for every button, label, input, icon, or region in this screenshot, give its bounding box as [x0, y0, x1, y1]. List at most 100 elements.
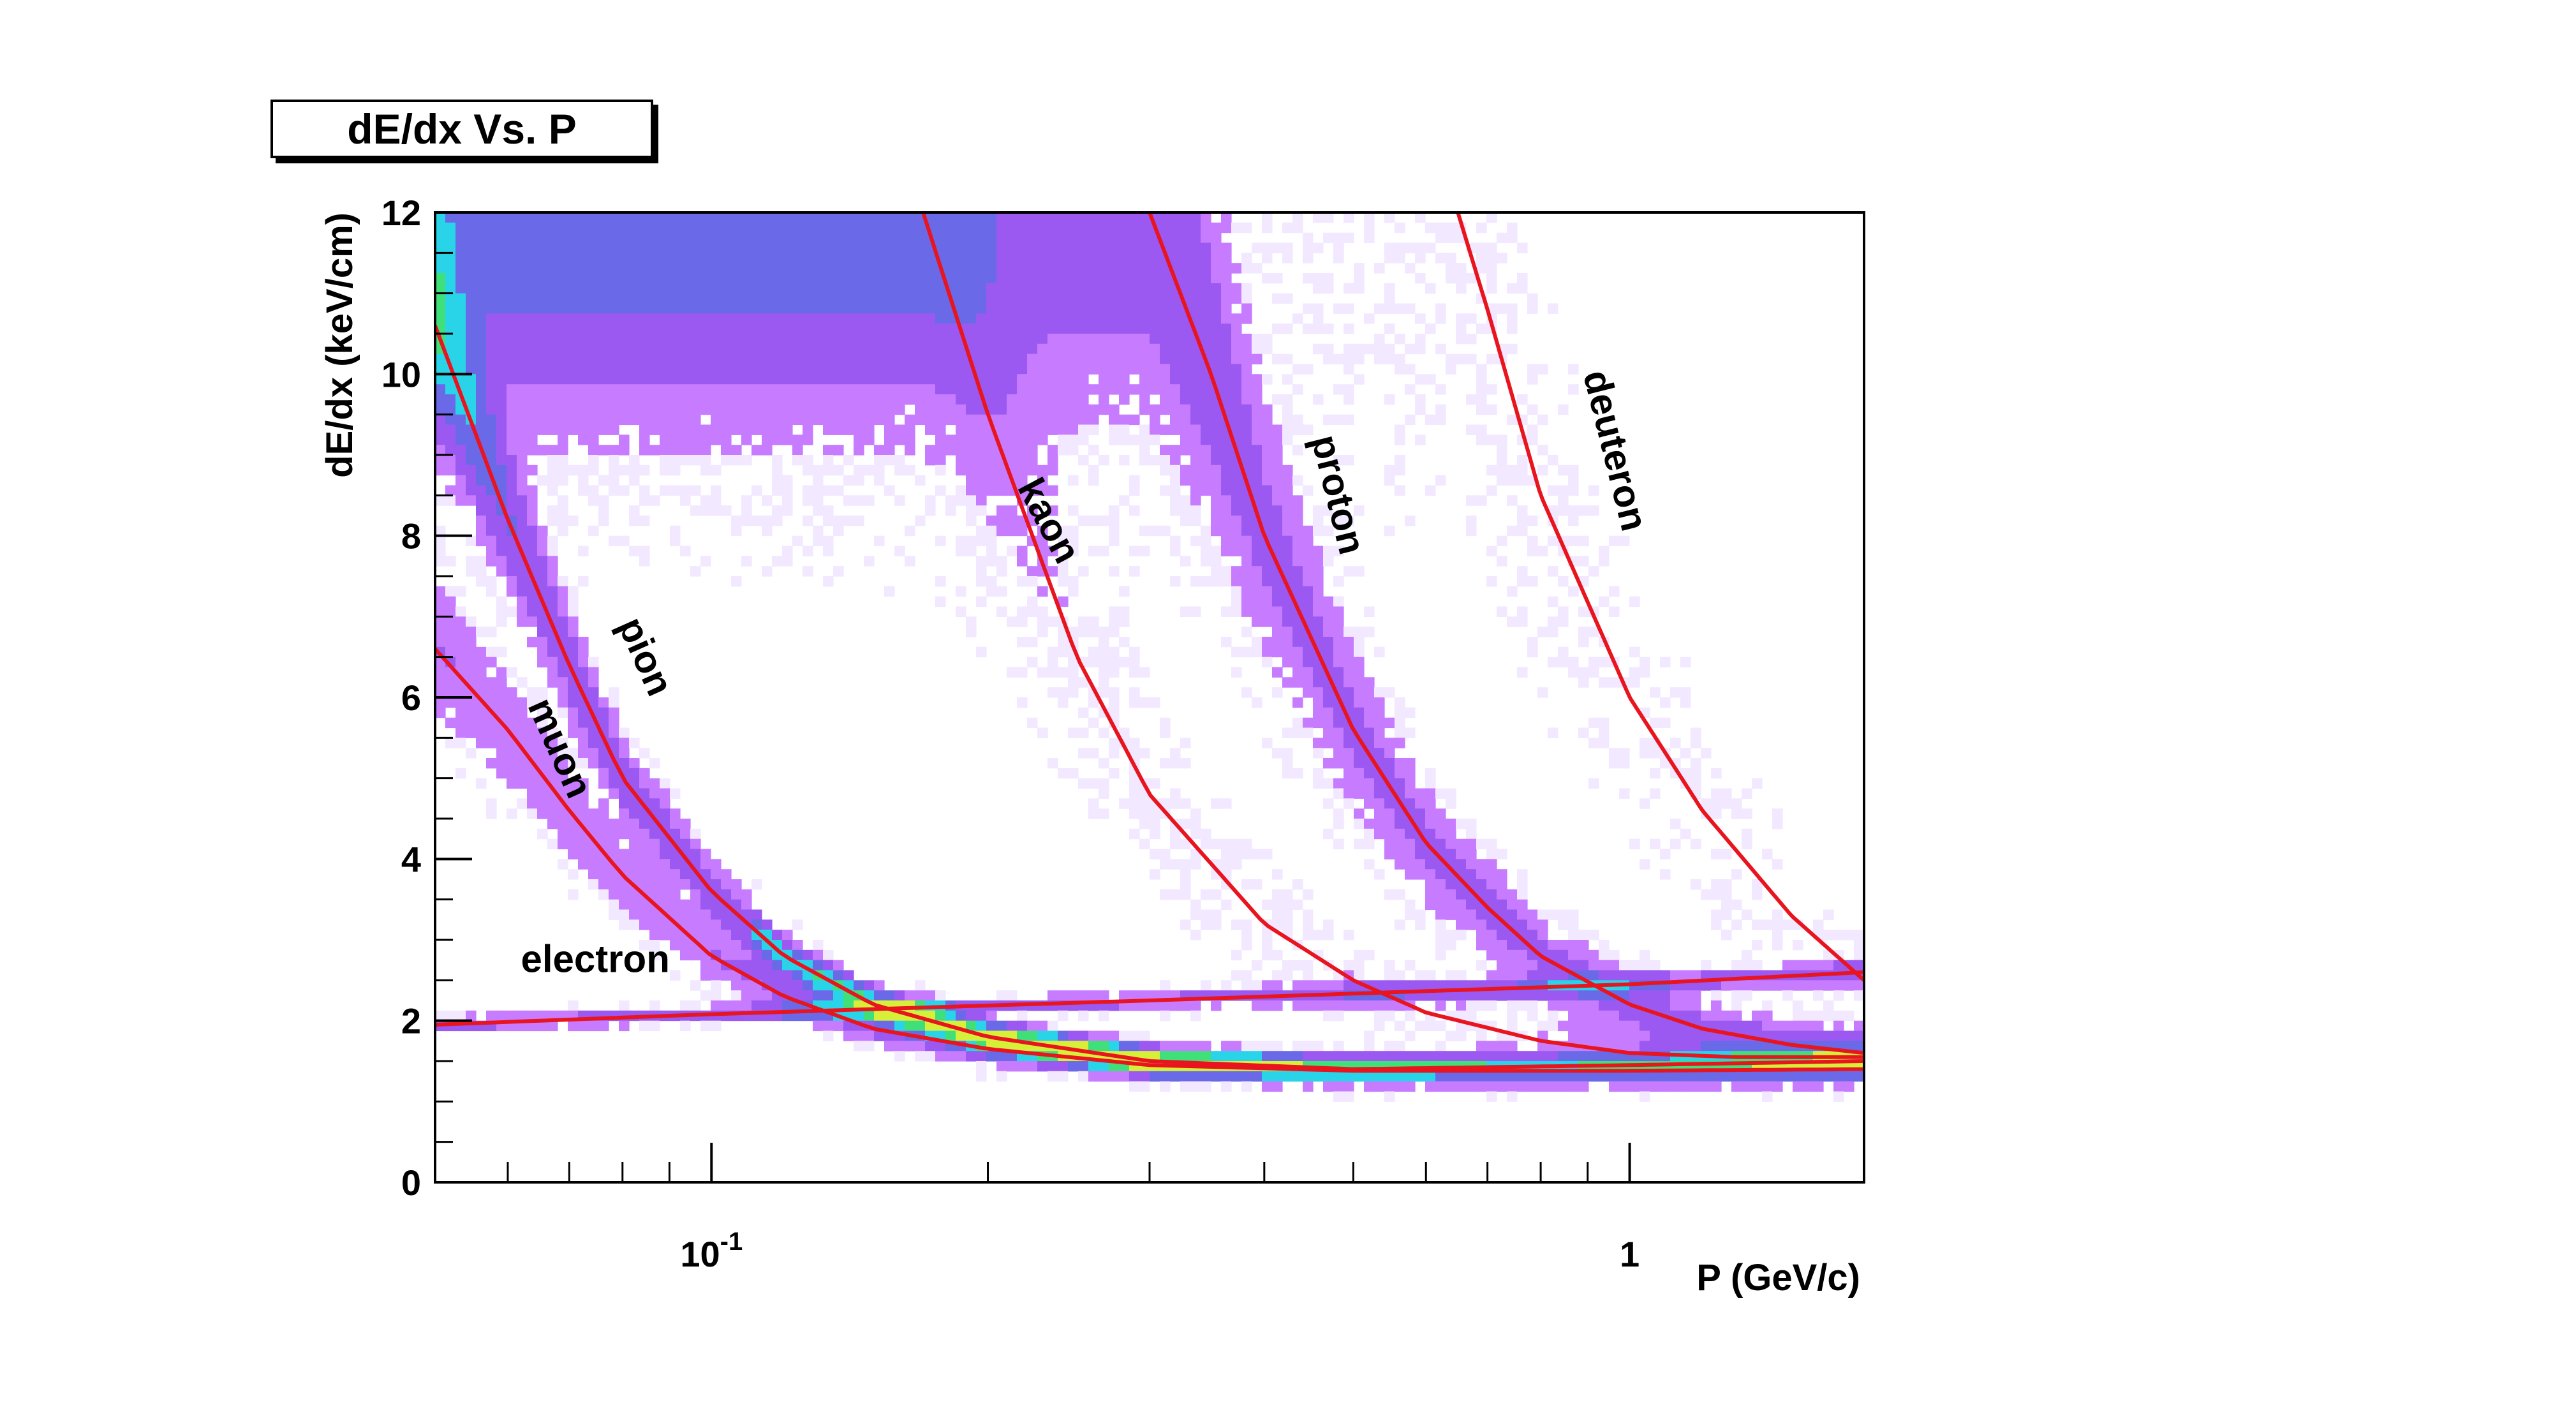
- density-cell: [1660, 869, 1671, 880]
- density-cell: [915, 1041, 926, 1052]
- density-cell: [1558, 495, 1569, 506]
- density-cell: [486, 535, 497, 547]
- density-cell: [1384, 717, 1395, 729]
- density-cell: [996, 424, 1007, 435]
- density-cell: [1139, 394, 1150, 405]
- density-cell: [517, 475, 528, 486]
- density-cell: [496, 253, 507, 264]
- density-cell: [966, 404, 977, 415]
- density-cell: [700, 455, 711, 466]
- density-cell: [466, 263, 477, 274]
- density-cell: [864, 242, 875, 253]
- density-cell: [629, 353, 640, 365]
- density-cell: [1476, 1051, 1487, 1062]
- density-cell: [527, 353, 538, 365]
- density-cell: [619, 435, 630, 445]
- density-cell: [1313, 343, 1324, 355]
- density-cell: [1221, 374, 1232, 385]
- density-cell: [639, 222, 650, 234]
- density-cell: [1211, 525, 1222, 537]
- density-cell: [1374, 778, 1385, 789]
- density-cell: [1241, 303, 1252, 314]
- density-cell: [507, 364, 517, 375]
- density-cell: [731, 889, 742, 900]
- density-cell: [1231, 464, 1242, 476]
- density-cell: [1395, 485, 1405, 496]
- density-cell: [1262, 596, 1273, 607]
- density-cell: [1486, 283, 1497, 294]
- density-cell: [833, 253, 844, 264]
- density-cell: [517, 424, 528, 435]
- density-cell: [1517, 283, 1528, 294]
- density-cell: [517, 232, 528, 244]
- density-cell: [1374, 343, 1385, 355]
- density-cell: [547, 263, 558, 274]
- density-cell: [956, 435, 966, 445]
- density-cell: [537, 1010, 548, 1022]
- density-cell: [1344, 768, 1354, 779]
- density-layer: [435, 212, 1864, 1102]
- density-cell: [445, 323, 456, 334]
- density-cell: [976, 535, 987, 547]
- density-cell: [1507, 899, 1518, 910]
- density-cell: [1241, 384, 1252, 395]
- density-cell: [1364, 1000, 1375, 1011]
- density-cell: [1201, 455, 1211, 466]
- density-cell: [1170, 546, 1181, 556]
- density-cell: [813, 253, 824, 264]
- density-cell: [1109, 303, 1120, 314]
- density-cell: [1415, 253, 1426, 264]
- density-cell: [588, 404, 599, 415]
- density-cell: [976, 1061, 987, 1072]
- density-cell: [1068, 1030, 1079, 1041]
- density-cell: [1466, 919, 1477, 930]
- density-cell: [476, 343, 487, 355]
- density-cell: [1558, 949, 1569, 961]
- density-cell: [1517, 1081, 1528, 1092]
- density-cell: [1374, 980, 1385, 991]
- density-cell: [782, 475, 793, 486]
- density-cell: [1241, 424, 1252, 435]
- density-cell: [1395, 1071, 1405, 1082]
- density-cell: [445, 343, 456, 355]
- density-cell: [588, 273, 599, 284]
- density-cell: [588, 657, 599, 668]
- density-cell: [1160, 758, 1171, 769]
- density-cell: [527, 323, 538, 334]
- density-cell: [547, 738, 558, 748]
- density-cell: [731, 283, 742, 294]
- density-cell: [1139, 667, 1150, 678]
- density-cell: [1507, 1010, 1518, 1022]
- density-cell: [619, 242, 630, 253]
- density-cell: [588, 293, 599, 304]
- density-cell: [1507, 960, 1518, 971]
- density-cell: [629, 859, 640, 870]
- density-cell: [976, 263, 987, 274]
- density-cell: [762, 323, 773, 334]
- density-cell: [1323, 758, 1334, 769]
- density-cell: [517, 374, 528, 385]
- density-cell: [782, 374, 793, 385]
- density-cell: [496, 546, 507, 556]
- density-cell: [435, 455, 446, 466]
- density-cell: [568, 334, 579, 345]
- density-cell: [1374, 1051, 1385, 1062]
- density-cell: [762, 384, 773, 395]
- density-cell: [1150, 1071, 1160, 1082]
- density-cell: [1088, 657, 1099, 668]
- density-cell: [1211, 516, 1222, 526]
- density-cell: [1201, 323, 1211, 334]
- density-cell: [1150, 435, 1160, 445]
- density-cell: [1640, 1020, 1650, 1032]
- density-cell: [680, 313, 691, 324]
- density-cell: [1201, 384, 1211, 395]
- density-cell: [711, 495, 722, 506]
- density-cell: [905, 283, 915, 294]
- density-cell: [639, 323, 650, 334]
- density-cell: [1180, 283, 1191, 294]
- density-cell: [996, 232, 1007, 244]
- density-cell: [1241, 838, 1252, 850]
- density-cell: [466, 707, 477, 718]
- density-cell: [1599, 960, 1610, 971]
- density-cell: [1303, 242, 1314, 253]
